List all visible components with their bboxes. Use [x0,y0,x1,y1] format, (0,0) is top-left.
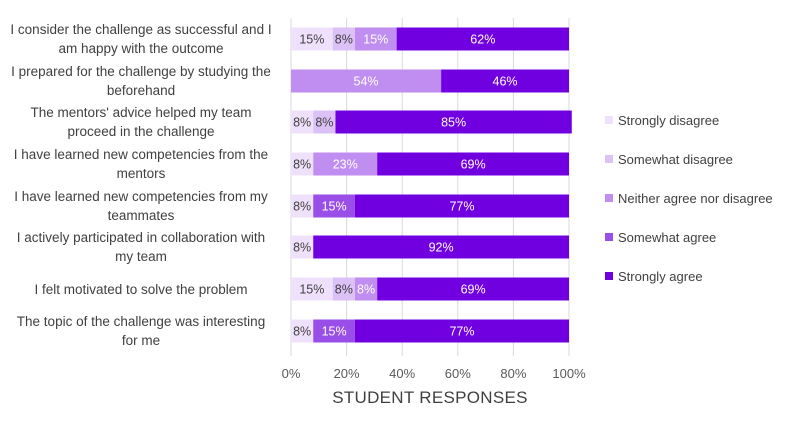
category-label-line: The topic of the challenge was interesti… [16,314,266,329]
bar-segment [441,69,569,93]
data-label: 8% [315,116,333,130]
bar-segment [354,277,378,301]
data-label: 15% [322,325,347,339]
legend-item: Strongly disagree [605,111,719,129]
data-label: 15% [299,283,324,297]
category-label-line: I felt motivated to solve the problem [34,281,248,297]
category-label-line: mentors [116,166,166,181]
data-label: 62% [470,33,495,47]
data-label: 8% [293,241,311,255]
legend-swatch [605,116,613,124]
bar-segment [377,152,569,176]
legend-label: Strongly agree [618,268,703,284]
x-tick-label: 40% [389,366,415,381]
bar-segment [354,27,397,51]
category-label-line: am happy with the outcome [58,41,224,56]
bar-segment [354,194,569,218]
bar-segment [291,110,314,134]
category-label: I have learned new competencies from my t… [0,187,282,225]
bar-segment [291,194,314,218]
legend-swatch [605,194,613,202]
legend-label: Strongly disagree [618,112,720,128]
bar-segment [313,152,378,176]
data-label: 8% [335,33,353,47]
bar-segments [291,27,572,343]
data-label: 8% [335,283,353,297]
category-label: The mentors' advice helped my team procee… [0,103,282,141]
category-label: I felt motivated to solve the problem [0,280,282,299]
bar-segment [313,194,355,218]
x-axis-title: STUDENT RESPONSES [332,388,528,407]
bar-segment [354,319,569,343]
bar-segment [332,277,355,301]
gridlines [290,18,570,356]
bar-segment [291,235,314,259]
category-label: The topic of the challenge was interesti… [0,312,282,350]
bar-segment [313,235,569,259]
category-label-line: I have learned new competencies from the [13,147,269,162]
category-label-line: for me [121,333,161,348]
legend-item: Somewhat disagree [605,150,733,168]
data-label: 8% [357,283,375,297]
x-tick-label: 80% [500,366,526,381]
data-label: 77% [449,200,474,214]
category-label-line: I prepared for the challenge by studying… [11,64,271,79]
category-label-line: The mentors' advice helped my team [30,105,252,120]
bar-segment [291,277,333,301]
category-label-line: I have learned new competencies from my [14,189,268,204]
data-label: 15% [299,33,324,47]
legend-item: Somewhat agree [605,228,716,246]
legend-swatch [605,155,613,163]
category-label: I have learned new competencies from the… [0,145,282,183]
bar-segment [332,27,355,51]
bar-segment [396,27,569,51]
data-label: 69% [461,158,486,172]
data-label: 54% [354,75,379,89]
category-label-line: my team [115,249,167,264]
category-label-line: beforehand [106,83,176,98]
category-label-line: I actively participated in collaboration… [16,230,266,245]
data-label: 8% [293,158,311,172]
category-label-line: proceed in the challenge [67,124,215,139]
bar-segment [291,27,333,51]
category-label-line: teammates [107,208,175,223]
data-label: 46% [493,75,518,89]
legend-item: Neither agree nor disagree [605,189,773,207]
bar-segment [377,277,569,301]
x-tick-label: 60% [445,366,471,381]
category-label-line: I consider the challenge as successful a… [10,22,272,37]
bar-segment [291,319,314,343]
category-label: I actively participated in collaboration… [0,228,282,266]
category-label: I prepared for the challenge by studying… [0,62,282,100]
x-tick-label: 0% [282,366,301,381]
bar-segment [335,110,572,134]
data-label: 92% [429,241,454,255]
legend-swatch [605,272,613,280]
legend-item: Strongly agree [605,267,703,285]
legend-label: Somewhat disagree [618,151,733,167]
bar-segment [313,110,336,134]
data-label: 85% [441,116,466,130]
data-label: 8% [293,116,311,130]
data-label: 8% [293,200,311,214]
data-label: 77% [449,325,474,339]
legend-swatch [605,233,613,241]
x-tick-label: 100% [552,366,586,381]
data-label: 8% [293,325,311,339]
legend-label: Somewhat agree [618,229,717,245]
data-label: 15% [363,33,388,47]
bar-segment [313,319,355,343]
x-tick-label: 20% [334,366,360,381]
legend-label: Neither agree nor disagree [618,190,773,206]
x-axis-ticks: 0% 20% 40% 60% 80% 100% [282,366,586,381]
data-labels: 15% 8% 15% 62% 54% 46% 8% 8% 85% 8% 23% 69% 8% 15% 77%… [293,33,517,339]
bar-segment [291,69,442,93]
data-label: 23% [333,158,358,172]
bar-segment [291,152,314,176]
category-label: I consider the challenge as successful a… [0,20,282,58]
data-label: 69% [461,283,486,297]
data-label: 15% [322,200,347,214]
